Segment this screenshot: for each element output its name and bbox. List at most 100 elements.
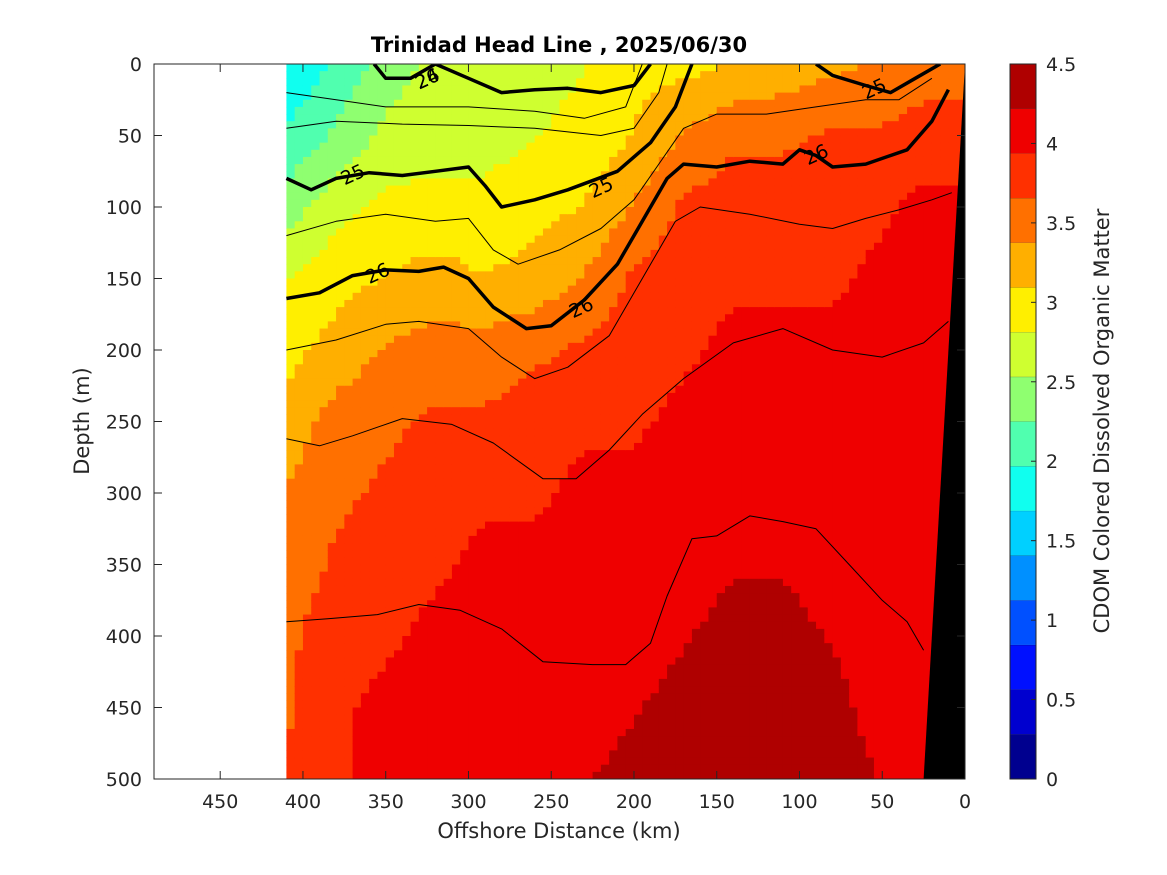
field-cell: [567, 228, 577, 237]
field-cell: [625, 721, 635, 730]
field-cell: [393, 478, 403, 487]
field-cell: [352, 686, 362, 694]
field-cell: [592, 335, 602, 344]
field-cell: [509, 450, 519, 458]
field-cell: [691, 199, 701, 208]
field-cell: [691, 521, 701, 530]
field-cell: [584, 585, 594, 594]
field-cell: [319, 707, 329, 716]
field-cell: [410, 664, 420, 673]
field-cell: [443, 78, 453, 87]
field-cell: [344, 221, 354, 230]
field-cell: [377, 678, 387, 687]
field-cell: [518, 457, 527, 465]
field-cell: [476, 593, 486, 601]
field-cell: [633, 614, 643, 623]
field-cell: [650, 392, 660, 401]
field-cell: [493, 428, 503, 437]
field-cell: [658, 350, 668, 358]
field-cell: [294, 728, 304, 737]
field-cell: [393, 342, 403, 351]
field-cell: [592, 771, 602, 779]
field-cell: [476, 528, 486, 537]
field-cell: [410, 593, 420, 601]
field-cell: [410, 764, 420, 773]
field-cell: [501, 442, 511, 451]
field-cell: [336, 571, 345, 580]
field-cell: [518, 392, 527, 401]
field-cell: [402, 485, 412, 494]
field-cell: [468, 357, 478, 365]
field-cell: [592, 128, 602, 137]
field-cell: [360, 364, 370, 373]
field-cell: [286, 686, 296, 694]
field-cell: [427, 550, 436, 558]
field-cell: [294, 450, 304, 458]
field-cell: [451, 242, 461, 251]
field-cell: [385, 736, 395, 744]
field-cell: [609, 64, 619, 72]
field-cell: [567, 135, 577, 144]
field-cell: [559, 485, 569, 494]
field-cell: [402, 400, 412, 408]
field-cell: [559, 721, 569, 730]
field-cell: [675, 414, 685, 423]
field-cell: [542, 457, 552, 465]
field-cell: [600, 178, 610, 187]
field-cell: [451, 264, 461, 272]
field-cell: [650, 643, 660, 651]
field-cell: [683, 428, 693, 437]
field-cell: [302, 171, 312, 179]
field-cell: [617, 721, 627, 730]
field-cell: [683, 350, 693, 358]
field-cell: [344, 585, 354, 594]
field-cell: [311, 392, 321, 401]
field-cell: [327, 221, 337, 230]
field-cell: [691, 235, 701, 244]
field-cell: [617, 743, 627, 751]
field-cell: [286, 471, 296, 480]
field-cell: [402, 228, 412, 237]
field-cell: [592, 92, 602, 101]
field-cell: [542, 299, 552, 308]
field-cell: [683, 249, 693, 258]
field-cell: [650, 421, 660, 430]
field-cell: [650, 207, 660, 215]
field-cell: [410, 650, 420, 659]
field-cell: [633, 249, 643, 258]
field-cell: [352, 235, 362, 244]
field-cell: [658, 292, 668, 301]
field-cell: [286, 335, 296, 344]
field-cell: [592, 221, 602, 230]
field-cell: [567, 728, 577, 737]
field-cell: [667, 185, 676, 194]
field-cell: [360, 428, 370, 437]
field-cell: [683, 721, 693, 730]
field-cell: [294, 264, 304, 272]
field-cell: [336, 142, 345, 151]
field-cell: [410, 428, 420, 437]
field-cell: [609, 71, 619, 79]
field-cell: [344, 493, 354, 501]
field-cell: [427, 614, 436, 623]
field-cell: [534, 185, 544, 194]
field-cell: [485, 728, 494, 737]
field-cell: [600, 185, 610, 194]
field-cell: [526, 650, 536, 659]
field-cell: [576, 771, 585, 779]
field-cell: [501, 178, 511, 187]
field-cell: [501, 557, 511, 566]
field-cell: [294, 471, 304, 480]
field-cell: [451, 578, 461, 587]
field-cell: [493, 643, 503, 651]
field-cell: [617, 78, 627, 87]
field-cell: [327, 693, 337, 701]
field-cell: [336, 564, 345, 573]
field-cell: [542, 614, 552, 623]
field-cell: [526, 121, 536, 129]
field-cell: [468, 421, 478, 430]
field-cell: [625, 106, 635, 115]
field-cell: [617, 478, 627, 487]
field-cell: [609, 478, 619, 487]
field-cell: [683, 664, 693, 673]
